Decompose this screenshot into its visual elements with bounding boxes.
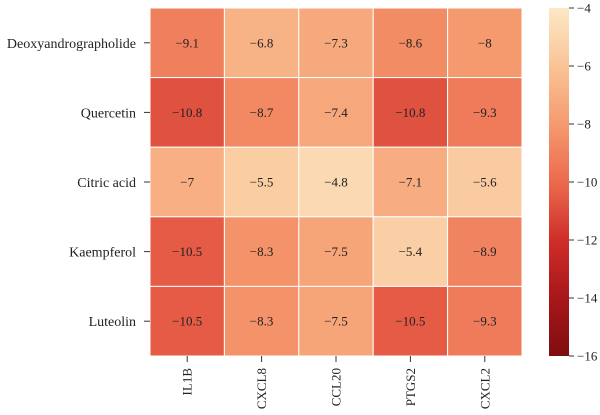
heatmap-cell [372,7,449,79]
colorbar [549,8,569,356]
cell-value-label: −10.5 [172,244,202,259]
cell-value-label: −8.7 [250,105,274,120]
cell-value-label: −4.8 [324,175,348,190]
column-label: CXCL8 [254,368,269,409]
heatmap-cell [223,285,300,357]
cell-value-label: −7.4 [324,105,348,120]
cell-value-label: −10.8 [395,105,425,120]
colorbar-tick-label: −10 [577,175,597,190]
cell-value-label: −8.3 [250,244,274,259]
column-label: CCL20 [329,368,344,406]
cell-value-label: −7.5 [324,244,348,259]
heatmap-cell [149,77,225,148]
heatmap-cell [149,285,225,357]
row-label: Luteolin [89,315,136,330]
cell-value-label: −9.1 [175,35,199,50]
cell-value-label: −8.9 [473,244,497,259]
heatmap-cell [372,216,449,287]
colorbar-tick-label: −8 [577,117,591,132]
heatmap-cell [223,7,300,79]
cell-value-label: −5.5 [250,175,274,190]
column-label: PTGS2 [403,368,418,406]
heatmap-cell [298,216,374,287]
cell-value-label: −7.5 [324,314,348,329]
colorbar-tick-label: −4 [577,1,591,16]
heatmap-cell [149,7,225,79]
cell-value-label: −8 [478,35,492,50]
heatmap-cell [447,216,523,287]
heatmap-cell [447,146,523,218]
colorbar-tick-label: −6 [577,59,591,74]
colorbar-tick-label: −12 [577,233,597,248]
cell-value-label: −10.5 [172,314,202,329]
cell-value-label: −7.3 [324,35,348,50]
cell-value-label: −9.3 [473,105,497,120]
cell-value-label: −10.8 [172,105,202,120]
cell-value-label: −8.3 [250,314,274,329]
colorbar-ticks: −4 −6 −8 −10 −12 −14 −16 [569,1,598,364]
column-labels: IL1B CXCL8 CCL20 PTGS2 CXCL2 [180,356,492,409]
cell-value-label: −7.1 [399,175,423,190]
heatmap-cell [447,285,523,357]
heatmap-cell [298,285,374,357]
heatmap-cell [223,146,300,218]
row-label: Kaempferol [69,246,136,261]
row-label: Citric acid [77,176,136,191]
heatmap-cell [298,7,374,79]
cell-value-label: −8.6 [399,35,423,50]
colorbar-tick-label: −16 [577,349,598,364]
heatmap-cell [447,77,523,148]
column-label: IL1B [180,368,195,396]
row-label: Quercetin [81,106,136,121]
column-label: CXCL2 [477,368,492,409]
row-label: Deoxyandrographolide [7,37,136,52]
colorbar-tick-label: −14 [577,291,598,306]
row-labels: Deoxyandrographolide Quercetin Citric acid… [7,37,150,330]
cell-value-label: −9.3 [473,314,497,329]
cell-value-label: −7 [180,175,194,190]
heatmap-cell [298,77,374,148]
cell-value-label: −5.4 [399,244,423,259]
cell-value-label: −5.6 [473,175,497,190]
heatmap-cells: −9.1 −6.8 −7.3 −8.6 −8 −10.8 −8.7 −7.4 −10.8 −9.3… [149,7,523,357]
cell-value-label: −10.5 [395,314,425,329]
heatmap-cell [223,216,300,287]
heatmap-cell [372,146,449,218]
cell-value-label: −6.8 [250,35,274,50]
